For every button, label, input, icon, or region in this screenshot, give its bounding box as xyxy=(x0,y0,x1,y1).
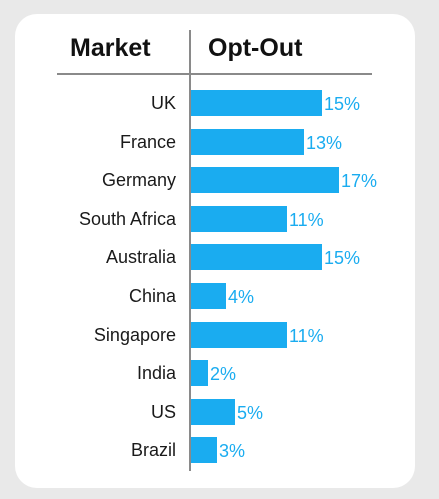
value-label: 13% xyxy=(306,133,343,153)
category-label: France xyxy=(119,132,176,152)
market-column-header: Market xyxy=(70,34,151,62)
bar xyxy=(191,206,287,232)
header-divider xyxy=(57,73,372,75)
category-label: China xyxy=(128,286,176,306)
category-label: UK xyxy=(150,93,176,113)
vertical-axis-line xyxy=(189,30,191,471)
bar xyxy=(191,167,339,193)
bar-row: France 13% xyxy=(0,129,439,155)
bar xyxy=(191,283,226,309)
bar-row: Singapore 11% xyxy=(0,322,439,348)
category-label: India xyxy=(136,363,176,383)
bar-row: Germany 17% xyxy=(0,167,439,193)
bar xyxy=(191,360,208,386)
bar-row: UK 15% xyxy=(0,90,439,116)
value-label: 11% xyxy=(289,210,324,230)
value-label: 15% xyxy=(324,94,361,114)
bar-row: China 4% xyxy=(0,283,439,309)
category-label: Germany xyxy=(101,170,176,190)
value-label: 11% xyxy=(289,326,324,346)
bar-row: US 5% xyxy=(0,399,439,425)
bar-row: India 2% xyxy=(0,360,439,386)
bar-row: Australia 15% xyxy=(0,244,439,270)
category-label: Australia xyxy=(105,247,176,267)
bar xyxy=(191,129,304,155)
category-label: South Africa xyxy=(78,209,176,229)
bar xyxy=(191,437,217,463)
bar xyxy=(191,322,287,348)
category-label: Singapore xyxy=(93,325,176,345)
value-label: 2% xyxy=(210,364,237,384)
value-label: 4% xyxy=(228,287,255,307)
value-label: 3% xyxy=(219,441,246,461)
bar xyxy=(191,244,322,270)
category-label: US xyxy=(150,402,176,422)
value-label: 15% xyxy=(324,248,361,268)
value-label: 5% xyxy=(237,403,264,423)
opt-out-column-header: Opt-Out xyxy=(208,34,303,62)
bar xyxy=(191,90,322,116)
bar xyxy=(191,399,235,425)
category-label: Brazil xyxy=(130,440,176,460)
bar-row: Brazil 3% xyxy=(0,437,439,463)
value-label: 17% xyxy=(341,171,378,191)
bar-row: South Africa 11% xyxy=(0,206,439,232)
